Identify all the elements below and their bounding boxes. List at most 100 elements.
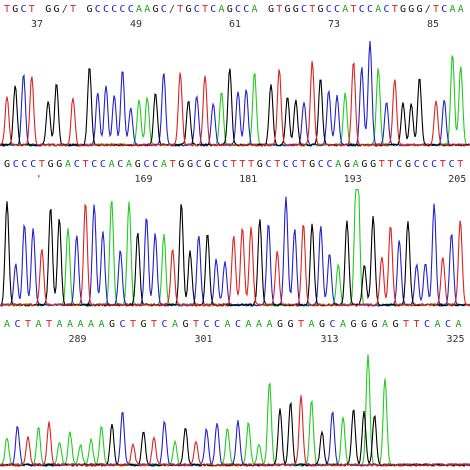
base-call: C [15,319,21,330]
base-call: C [334,4,340,15]
base-call: C [326,4,332,15]
base-call: / [169,4,175,15]
position-tick-label: 301 [194,334,212,345]
base-call: C [424,319,430,330]
base-call: C [91,159,97,170]
base-call: A [435,319,441,330]
base-call: G [268,4,274,15]
base-call: / [425,4,431,15]
base-call: G [293,4,299,15]
base-call: T [388,159,394,170]
base-call: G [227,4,233,15]
base-call: A [57,319,63,330]
trace-plot-row-2 [0,189,470,308]
base-call: A [353,159,359,170]
base-call: G [344,159,350,170]
base-call: C [214,319,220,330]
position-tick-label: 49 [130,19,142,30]
position-tick-label: 205 [448,174,466,185]
base-call: A [267,319,273,330]
trace-c [0,411,470,468]
base-call: C [222,159,228,170]
base-call: T [70,4,76,15]
position-tick-label: 61 [229,19,241,30]
base-call: G [372,319,378,330]
base-call: C [422,159,428,170]
base-call: G [183,319,189,330]
sequence-row-1: T G C T G G / T G C C C C C A A G C / T G C T C A G C C A G T G G C T G C C A T… [4,4,464,15]
base-call: C [95,4,101,15]
position-tick-label: ' [36,174,42,185]
base-call: C [301,4,307,15]
base-call: T [193,319,199,330]
base-call: C [128,4,134,15]
position-tick-label: 289 [68,334,86,345]
base-call: C [449,159,455,170]
base-call: G [361,159,367,170]
base-call: G [318,4,324,15]
base-call: C [21,159,27,170]
base-call: G [141,319,147,330]
base-call: G [45,4,51,15]
base-call: T [202,4,208,15]
position-tick-label: 169 [134,174,152,185]
base-call: G [400,4,406,15]
base-call: G [393,319,399,330]
position-tick-label: 181 [239,174,257,185]
base-call: G [109,319,115,330]
base-call: G [285,4,291,15]
base-call: A [4,319,10,330]
base-call: C [431,159,437,170]
trace-g [0,201,470,308]
base-call: T [351,4,357,15]
base-call: T [239,159,245,170]
base-call: G [351,319,357,330]
base-call: G [54,4,60,15]
trace-plot-row-1 [0,40,470,148]
base-call: G [319,319,325,330]
base-call: A [99,319,105,330]
base-call: A [65,159,71,170]
base-call: C [111,4,117,15]
base-call: C [414,159,420,170]
position-tick-label: 325 [446,334,464,345]
position-tick-label: 85 [427,19,439,30]
base-call: T [83,159,89,170]
base-call: C [30,159,36,170]
base-call: G [187,159,193,170]
base-call: C [13,159,19,170]
base-call: G [153,4,159,15]
base-call: A [78,319,84,330]
base-call: A [456,319,462,330]
base-call: A [252,4,258,15]
base-call: G [408,4,414,15]
base-call: C [235,319,241,330]
chromatogram-row-1: T G C T G G / T G C C C C C A A G C / T G C T C A G C C A G T G G C T G C C A T… [0,0,470,150]
base-call: T [276,4,282,15]
base-call: T [4,4,10,15]
base-call: A [172,319,178,330]
base-call: G [178,159,184,170]
base-call: C [384,4,390,15]
base-call: A [136,4,142,15]
base-call: T [170,159,176,170]
base-call: A [144,4,150,15]
base-call: C [243,4,249,15]
base-call: T [25,319,31,330]
base-call: A [67,319,73,330]
base-call: C [144,159,150,170]
base-call: C [103,4,109,15]
base-call: G [48,159,54,170]
base-call: C [235,4,241,15]
base-call: C [120,319,126,330]
base-call: A [382,319,388,330]
base-call: A [256,319,262,330]
base-call: G [370,159,376,170]
position-tick-label: 37 [31,19,43,30]
base-call: T [379,159,385,170]
base-call: G [405,159,411,170]
base-call: T [274,159,280,170]
trace-t [0,61,470,148]
